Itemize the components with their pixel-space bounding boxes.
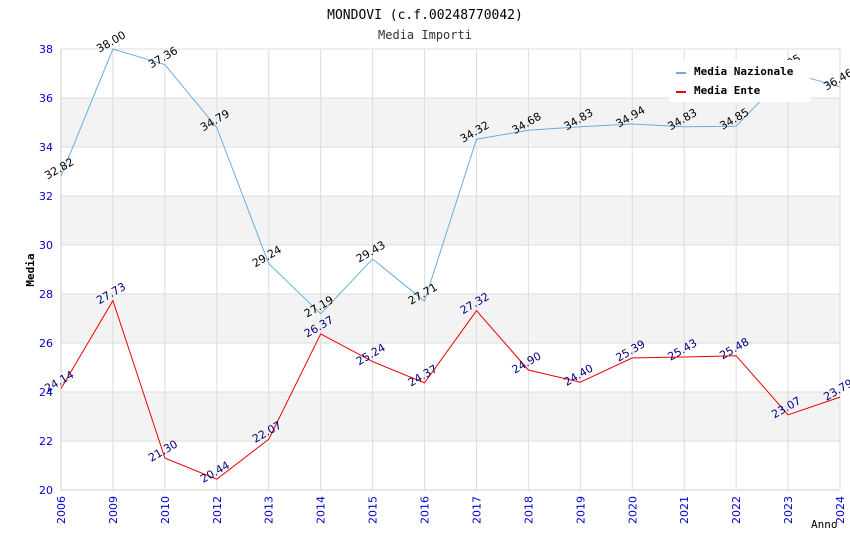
y-tick-label: 38 [39,43,53,56]
series-lines [60,48,841,480]
x-tick-label: 2012 [211,496,224,524]
grid-band [61,245,840,294]
x-tick-label: 2018 [522,496,535,524]
legend: Media Nazionale Media Ente [670,60,810,102]
y-tick-label: 24 [39,386,53,399]
x-tick-label: 2014 [315,496,328,524]
grid-lines [60,48,841,491]
legend-label-nazionale: Media Nazionale [694,65,794,78]
y-tick-label: 34 [39,141,53,154]
y-tick-label: 32 [39,190,53,203]
x-axis-label: Anno [811,518,838,531]
axes [60,49,840,491]
chart-title: MONDOVI (c.f.00248770042) [327,8,523,23]
x-tick-label: 2006 [55,496,68,524]
x-tick-label: 2010 [159,496,172,524]
grid-bands [61,49,840,490]
grid-band [61,441,840,490]
legend-box [670,60,810,102]
x-tick-label: 2017 [470,496,483,524]
y-tick-label: 28 [39,288,53,301]
x-tick-label: 2020 [626,496,639,524]
x-tick-label: 2024 [834,496,847,524]
x-tick-label: 2013 [263,496,276,524]
grid-band [61,343,840,392]
grid-band [61,294,840,343]
grid-band [61,98,840,147]
x-tick-label: 2009 [107,496,120,524]
x-tick-label: 2021 [678,496,691,524]
chart-subtitle: Media Importi [378,28,472,42]
series-line-0 [60,48,841,315]
grid-band [61,147,840,196]
y-tick-label: 22 [39,435,53,448]
y-tick-labels: 20 22 24 26 28 30 32 34 36 38 [39,43,53,497]
y-tick-label: 36 [39,92,53,105]
legend-label-ente: Media Ente [694,84,761,97]
grid-band [61,392,840,441]
x-tick-label: 2016 [419,496,432,524]
y-axis-label: Media [24,253,37,286]
y-tick-label: 20 [39,484,53,497]
y-tick-label: 26 [39,337,53,350]
x-tick-labels: 2006 2009 2010 2012 2013 2014 2015 2016 2017 2018… [55,496,847,524]
series-line-1 [60,299,841,480]
x-tick-label: 2022 [730,496,743,524]
x-tick-label: 2015 [367,496,380,524]
x-tick-label: 2019 [574,496,587,524]
x-tick-label: 2023 [782,496,795,524]
y-tick-label: 30 [39,239,53,252]
